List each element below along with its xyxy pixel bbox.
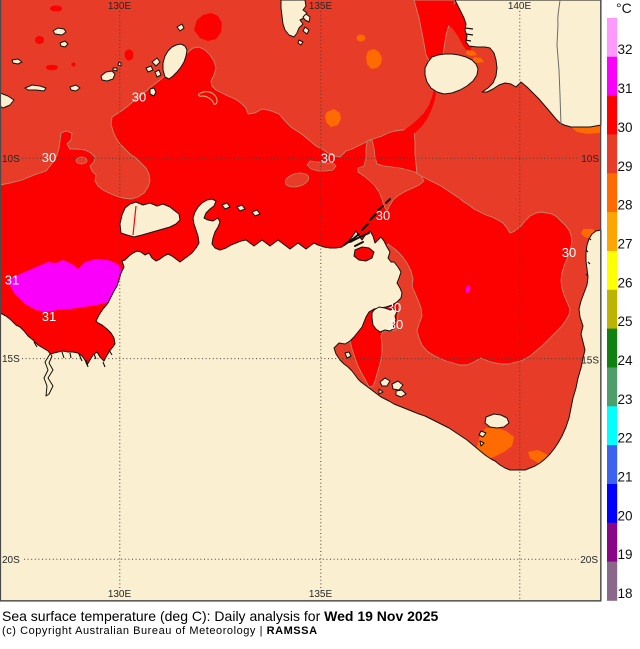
svg-text:19: 19 <box>618 547 633 562</box>
svg-text:29: 29 <box>618 159 633 174</box>
svg-text:30: 30 <box>387 300 401 315</box>
svg-text:30: 30 <box>562 245 576 260</box>
svg-text:130E: 130E <box>108 1 132 12</box>
svg-text:31: 31 <box>42 309 56 324</box>
svg-text:15S: 15S <box>2 354 20 365</box>
svg-text:(c) Copyright Australian Burea: (c) Copyright Australian Bureau of Meteo… <box>2 625 318 637</box>
svg-text:10S: 10S <box>2 154 20 165</box>
svg-text:32: 32 <box>618 42 633 57</box>
svg-text:28: 28 <box>618 198 633 213</box>
svg-text:20S: 20S <box>580 555 598 566</box>
svg-text:130E: 130E <box>108 589 132 600</box>
svg-text:25: 25 <box>618 314 633 329</box>
svg-text:20: 20 <box>618 508 633 523</box>
svg-text:27: 27 <box>618 236 633 251</box>
svg-text:15S: 15S <box>581 356 599 367</box>
svg-text:20S: 20S <box>2 555 20 566</box>
svg-text:18: 18 <box>618 586 633 601</box>
svg-text:24: 24 <box>618 353 634 368</box>
svg-text:30: 30 <box>389 317 403 332</box>
svg-text:Sea surface temperature (deg C: Sea surface temperature (deg C): Daily a… <box>2 608 438 624</box>
svg-text:23: 23 <box>618 392 633 407</box>
svg-text:30: 30 <box>618 120 633 135</box>
svg-text:135E: 135E <box>309 589 333 600</box>
svg-text:140E: 140E <box>508 1 532 12</box>
svg-text:30: 30 <box>321 151 335 166</box>
svg-text:31: 31 <box>618 81 633 96</box>
svg-text:10S: 10S <box>581 154 599 165</box>
svg-text:°C: °C <box>616 0 632 16</box>
svg-text:135E: 135E <box>309 1 333 12</box>
svg-text:30: 30 <box>376 208 390 223</box>
svg-text:30: 30 <box>132 90 146 105</box>
svg-text:31: 31 <box>5 273 19 288</box>
svg-text:30: 30 <box>42 150 56 165</box>
svg-text:21: 21 <box>618 470 633 485</box>
svg-text:22: 22 <box>618 431 633 446</box>
svg-text:26: 26 <box>618 275 633 290</box>
